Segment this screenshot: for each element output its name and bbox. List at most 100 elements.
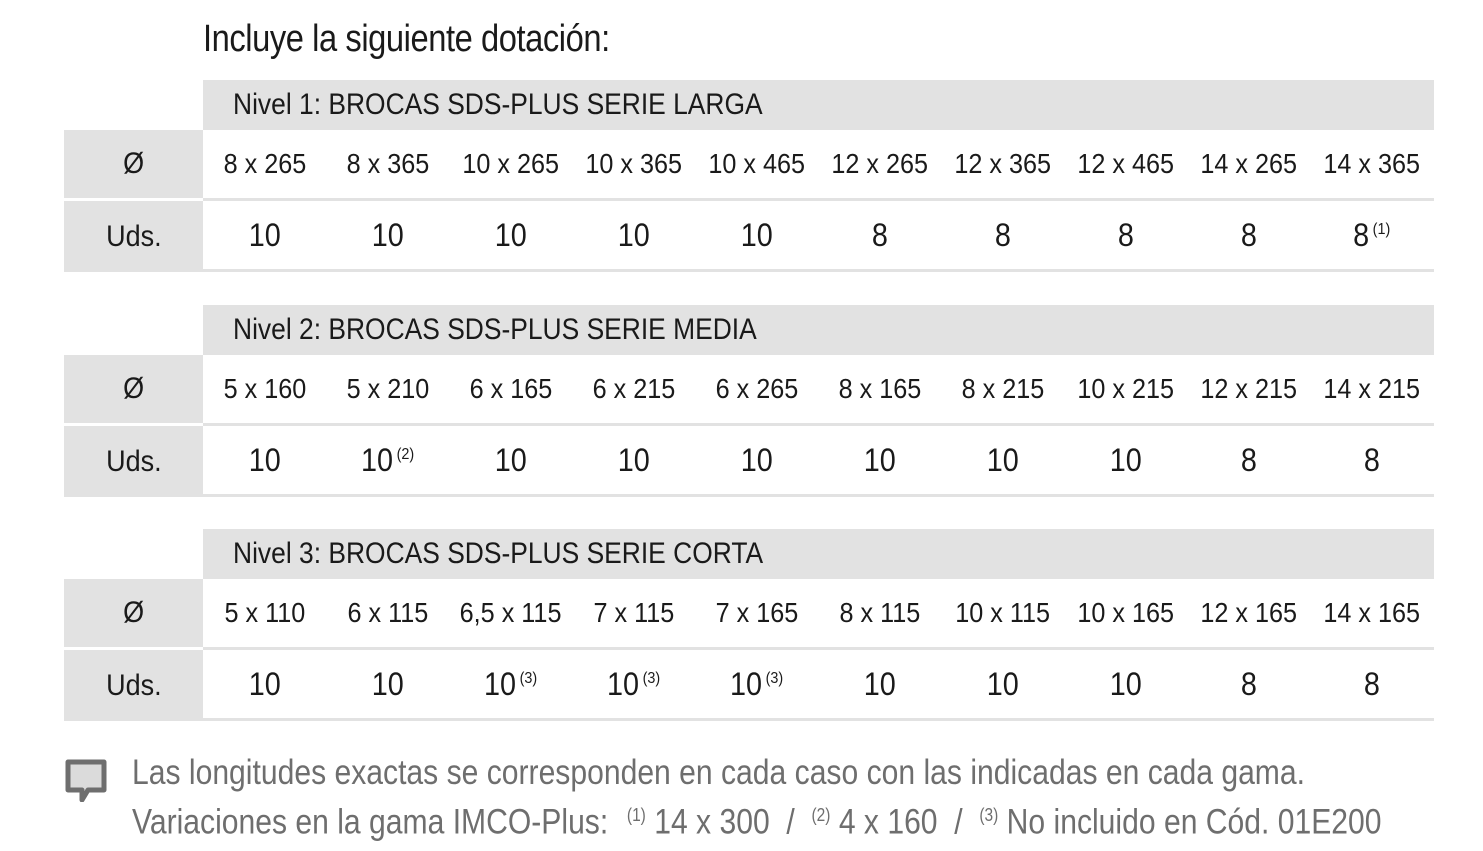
diameter-row: Ø 5 x 160 5 x 210 6 x 165 6 x 215 6 x 265 8 x… [64,355,1434,426]
unit-value: 10 [248,666,280,703]
size-cell: 12 x 465 [1064,130,1187,198]
size-value: 14 x 165 [1323,597,1420,629]
cell-value: 10 [360,441,393,478]
unit-cell: 10 [203,650,326,718]
size-cell: 8 x 265 [203,130,326,198]
unit-cell: 8 [1187,201,1310,269]
cell-value: 5 x 160 [223,373,306,404]
unit-cell: 10 [449,426,572,494]
cell-value: 10 [617,216,650,253]
unit-cell: 10 (3) [695,650,818,718]
size-cell: 10 x 215 [1064,355,1187,423]
unit-value: 10 (2) [361,442,414,479]
unit-value: 10 [740,442,772,479]
size-value: 7 x 115 [593,597,674,629]
size-value: 12 x 165 [1200,597,1297,629]
unit-cell: 10 (3) [572,650,695,718]
cell-value: 10 [863,441,896,478]
unit-value: 10 [1109,442,1141,479]
footnote-mark-2: (2) [811,805,831,825]
size-cell: 14 x 365 [1310,130,1433,198]
cell-value: 10 [729,665,762,702]
size-value: 8 x 265 [223,148,306,180]
unit-cell: 10 [572,426,695,494]
unit-value: 10 [863,442,895,479]
cell-value: 10 [863,665,896,702]
unit-cell: 10 [203,201,326,269]
unit-cell: 10 [695,201,818,269]
level-heading-text: Nivel 2: BROCAS SDS-PLUS SERIE MEDIA [233,313,757,346]
unit-value: 10 [617,442,649,479]
cell-value: 8 [1240,441,1257,478]
size-cell: 8 x 115 [818,579,941,647]
cell-value: 10 [606,665,639,702]
unit-cells: 10 10 10 (3) 10 (3) 10 (3) 10 10 10 8 8 [203,650,1434,721]
size-value: 5 x 110 [224,597,305,629]
unit-cells: 10 10 10 10 10 8 8 8 8 8 (1) [203,201,1434,272]
size-value: 14 x 215 [1323,373,1420,405]
size-cell: 12 x 165 [1187,579,1310,647]
cell-value: 10 [248,216,281,253]
unit-cell: 10 [695,426,818,494]
cell-value: 8 x 215 [961,373,1044,404]
size-value: 12 x 465 [1077,148,1174,180]
comment-icon [65,759,107,802]
unit-cell: 8 [1310,426,1433,494]
cell-value: 10 x 465 [708,148,805,179]
footnote-item-1: 14 x 300 [654,802,770,842]
size-value: 6,5 x 115 [460,597,562,629]
size-value: 7 x 165 [715,597,798,629]
cell-value: 5 x 110 [224,597,305,628]
size-value: 6 x 215 [592,373,675,405]
unit-value: 10 [494,442,526,479]
unit-cell: 8 [818,201,941,269]
size-value: 6 x 265 [715,373,798,405]
footnote-marker: (2) [396,445,415,463]
cell-value: 10 [248,441,281,478]
unit-value: 10 (3) [484,666,537,703]
unit-value: 8 (1) [1353,217,1390,254]
size-cell: 10 x 365 [572,130,695,198]
level-1-table: Nivel 1: BROCAS SDS-PLUS SERIE LARGA Ø 8… [64,80,1434,272]
size-cell: 12 x 265 [818,130,941,198]
size-cell: 12 x 215 [1187,355,1310,423]
cell-value: 10 [371,665,404,702]
cell-value: 10 [617,441,650,478]
size-value: 10 x 165 [1077,597,1174,629]
footnote-separator: / [786,802,795,842]
unit-cell: 10 [941,650,1064,718]
cell-value: 14 x 215 [1323,373,1420,404]
unit-cell: 10 [1064,426,1187,494]
unit-cell: 10 (3) [449,650,572,718]
cell-value: 10 [483,665,516,702]
size-value: 10 x 215 [1077,373,1174,405]
size-value: 10 x 465 [708,148,805,180]
unit-cells: 10 10 (2) 10 10 10 10 10 10 8 8 [203,426,1434,497]
unit-value: 10 (3) [607,666,660,703]
footnote-prefix: Variaciones en la gama IMCO-Plus: [132,802,609,842]
unit-cell: 8 [1064,201,1187,269]
level-heading-text: Nivel 3: BROCAS SDS-PLUS SERIE CORTA [233,537,764,570]
cell-value: 12 x 265 [831,148,928,179]
units-row: Uds. 10 10 10 10 10 8 8 8 8 8 (1) [64,201,1434,272]
cell-value: 12 x 165 [1200,597,1297,628]
size-cell: 6 x 265 [695,355,818,423]
cell-value: 8 [1240,216,1257,253]
cell-value: 10 [371,216,404,253]
cell-value: 6 x 215 [592,373,675,404]
size-cell: 7 x 165 [695,579,818,647]
cell-value: 10 [986,665,1019,702]
level-3-table: Nivel 3: BROCAS SDS-PLUS SERIE CORTA Ø 5… [64,529,1434,721]
size-value: 10 x 115 [955,597,1050,629]
size-value: 8 x 215 [961,373,1044,405]
size-cell: 10 x 165 [1064,579,1187,647]
cell-value: 8 [1363,665,1380,702]
unit-value: 10 [986,442,1018,479]
size-value: 14 x 265 [1200,148,1297,180]
unit-value: 10 [494,217,526,254]
footnote-marker: (3) [765,669,784,687]
units-row: Uds. 10 10 (2) 10 10 10 10 10 10 8 8 [64,426,1434,497]
cell-value: 7 x 115 [593,597,674,628]
units-label: Uds. [64,426,203,497]
unit-value: 8 [1363,442,1379,479]
